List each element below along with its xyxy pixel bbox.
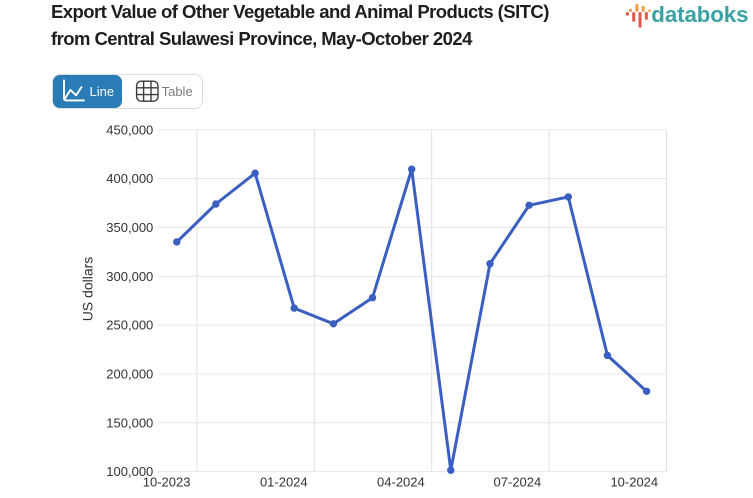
svg-text:10-2023: 10-2023: [143, 474, 191, 489]
svg-text:450,000: 450,000: [106, 122, 153, 137]
svg-text:250,000: 250,000: [106, 318, 153, 333]
svg-text:350,000: 350,000: [106, 220, 153, 235]
svg-text:300,000: 300,000: [106, 269, 153, 284]
svg-text:Table: Table: [162, 84, 193, 99]
svg-text:04-2024: 04-2024: [377, 474, 425, 489]
svg-text:100,000: 100,000: [106, 464, 153, 479]
svg-text:01-2024: 01-2024: [260, 474, 308, 489]
svg-text:200,000: 200,000: [106, 367, 153, 382]
svg-text:10-2024: 10-2024: [610, 474, 658, 489]
svg-text:07-2024: 07-2024: [494, 474, 542, 489]
svg-text:US dollars: US dollars: [79, 257, 95, 322]
svg-text:Line: Line: [90, 84, 115, 99]
svg-text:150,000: 150,000: [106, 415, 153, 430]
svg-text:databoks: databoks: [651, 2, 748, 27]
svg-text:400,000: 400,000: [106, 171, 153, 186]
